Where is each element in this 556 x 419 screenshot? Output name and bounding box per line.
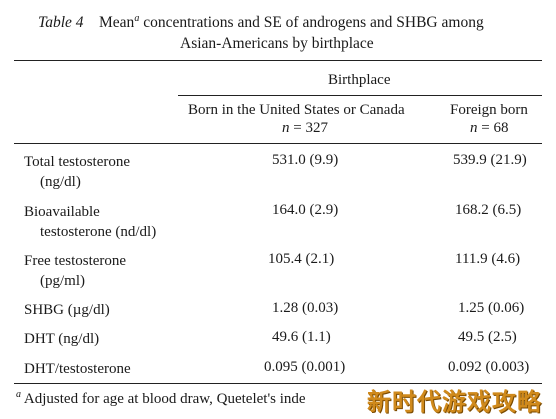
cell-us: 1.28 (0.03): [272, 300, 339, 316]
n-value: = 327: [293, 120, 328, 136]
cell-us: 0.095 (0.001): [264, 359, 346, 375]
row-label: SHBG (µg/dl): [24, 302, 110, 318]
table-row: Free testosterone (pg/ml): [24, 251, 126, 291]
footnote: a Adjusted for age at blood draw, Quetel…: [16, 389, 306, 408]
row-label: DHT/testosterone: [24, 361, 131, 377]
col-header-foreign-n: n = 68: [470, 120, 508, 137]
row-label: Bioavailable: [24, 204, 100, 220]
footnote-marker: a: [16, 389, 21, 400]
n-symbol: n: [470, 120, 478, 136]
n-symbol: n: [282, 120, 290, 136]
bottom-rule: [14, 383, 542, 384]
cell-foreign: 539.9 (21.9): [453, 152, 527, 168]
row-label-unit: (ng/dl): [40, 174, 81, 190]
header-rule: [14, 143, 542, 144]
row-label: Free testosterone: [24, 253, 127, 269]
n-value: = 68: [481, 120, 509, 136]
birthplace-header: Birthplace: [328, 72, 391, 88]
table-row: DHT (ng/dl): [24, 329, 99, 349]
header-group-rule: [178, 95, 542, 96]
table-row: SHBG (µg/dl): [24, 300, 110, 320]
cell-foreign: 49.5 (2.5): [458, 329, 517, 345]
col-header-us: Born in the United States or Canada: [188, 102, 405, 118]
title-mean: Mean: [99, 14, 135, 31]
table-title-line-1: Table 4 Meana concentrations and SE of a…: [38, 13, 484, 32]
footnote-text: Adjusted for age at blood draw, Quetelet…: [21, 391, 306, 407]
cell-foreign: 0.092 (0.003): [448, 359, 530, 375]
cell-foreign: 1.25 (0.06): [458, 300, 525, 316]
title-footnote-marker: a: [134, 13, 140, 24]
row-label: DHT (ng/dl): [24, 331, 100, 347]
row-label-unit: (pg/ml): [40, 273, 85, 289]
table-row: DHT/testosterone: [24, 359, 131, 379]
table-row: Total testosterone (ng/dl): [24, 152, 130, 192]
col-header-us-n: n = 327: [282, 120, 328, 137]
cell-us: 49.6 (1.1): [272, 329, 331, 345]
watermark-logo: 新时代游戏攻略: [367, 388, 542, 416]
cell-us: 531.0 (9.9): [272, 152, 339, 168]
col-header-foreign: Foreign born: [450, 102, 528, 118]
table-row: Bioavailable testosterone (nd/dl): [24, 202, 156, 242]
row-label-unit: testosterone (nd/dl): [40, 224, 157, 240]
title-text: concentrations and SE of androgens and S…: [139, 14, 484, 31]
cell-foreign: 168.2 (6.5): [455, 202, 522, 218]
cell-us: 105.4 (2.1): [268, 251, 335, 267]
cell-us: 164.0 (2.9): [272, 202, 339, 218]
row-label: Total testosterone: [24, 154, 131, 170]
cell-foreign: 111.9 (4.6): [455, 251, 521, 267]
top-rule: [14, 60, 542, 61]
table-number: Table 4: [38, 14, 84, 31]
table-title-line-2: Asian-Americans by birthplace: [180, 35, 374, 52]
